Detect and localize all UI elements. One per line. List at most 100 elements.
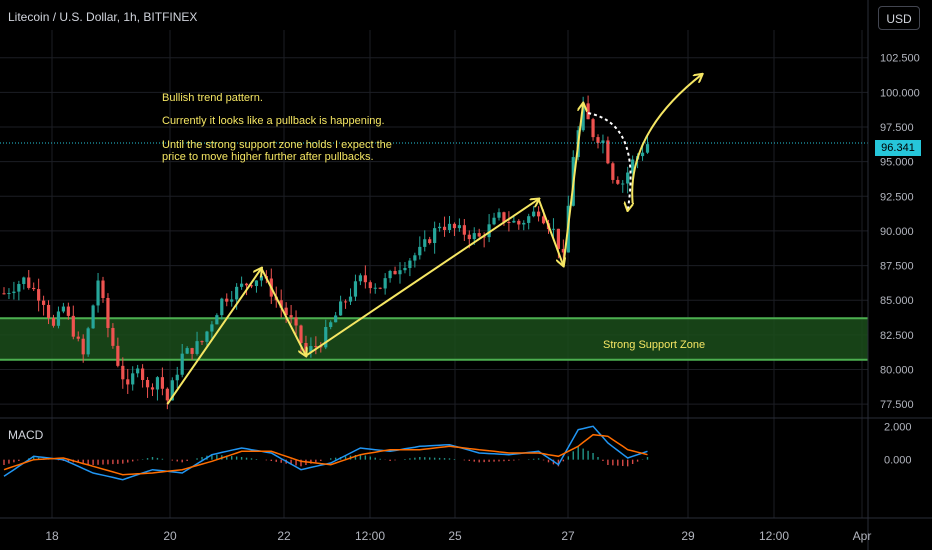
annotation-line-3: Until the strong support zone holds I ex… [162,139,392,163]
candle [27,277,31,288]
candle [616,179,620,184]
candle [482,236,486,238]
candle [393,270,397,275]
candle [487,224,491,238]
candle [314,346,318,348]
candle [160,377,164,389]
candle [462,225,466,235]
candle [621,183,625,185]
candle [304,342,308,353]
candle [418,246,422,256]
candle [284,307,288,316]
candle [452,223,457,229]
candle [561,248,565,253]
candle [596,137,600,143]
candle [195,341,199,354]
candle [116,345,120,366]
candle [61,306,65,312]
candle [532,211,536,217]
candle [423,239,427,247]
candle [42,300,46,305]
candle [442,226,447,230]
macd-axis-label: 0.000 [884,455,912,467]
candle [200,341,204,343]
support-zone-label: Strong Support Zone [603,339,706,351]
candle [141,368,145,380]
candle [294,317,298,326]
candle [527,216,531,223]
support-zone [0,318,868,360]
candle [111,327,115,346]
candle [581,103,585,131]
candle [76,336,80,339]
candle [66,306,70,316]
candle [51,317,56,326]
candle [556,228,560,249]
candle [541,216,546,224]
candle [81,338,85,355]
candle [383,278,387,289]
candle [606,140,610,164]
time-axis-label: 27 [561,529,575,543]
candle [12,291,16,294]
candle [210,324,214,332]
candle [537,211,541,217]
candle [378,287,382,289]
candle [413,255,417,261]
trend-arrow [260,267,306,355]
trend-arrow [166,268,261,405]
candle [121,365,125,380]
time-axis-label: 25 [448,529,462,543]
candle [205,331,209,342]
candle [126,379,130,385]
candle [472,233,476,240]
candle [240,283,244,287]
candle [403,267,407,271]
candle [502,212,506,222]
candle [254,280,259,287]
candle [645,144,650,153]
candle [334,315,338,323]
candle [368,282,372,289]
price-axis-label: 97.500 [880,122,914,134]
candle [220,298,224,316]
candle [180,353,184,375]
candle [106,298,110,328]
candle [56,311,61,326]
candle [324,327,328,348]
annotation-line-2: Currently it looks like a pullback is ha… [162,115,385,127]
currency-button[interactable]: USD [878,6,920,30]
candle [631,159,635,173]
candle [339,301,343,316]
candle [512,220,516,223]
candle [37,289,41,301]
candle [230,299,234,302]
candle [259,276,263,281]
candle [358,275,362,282]
candle [640,152,645,157]
candle [447,223,452,230]
candle [71,315,75,337]
price-axis-label: 80.000 [880,365,914,377]
trend-arrow [305,199,539,357]
candle [428,239,432,244]
candle [329,322,333,328]
candle [299,325,303,343]
annotation-line-1: Bullish trend pattern. [162,92,263,104]
candle [155,377,160,390]
candle [185,348,189,354]
candle [517,220,521,225]
candle [136,368,140,374]
candle [591,119,595,138]
candle [388,270,392,279]
candle [145,379,150,388]
candle [165,388,169,401]
time-axis-label: 12:00 [759,529,789,543]
candle [507,221,511,223]
candle [22,277,26,285]
candle [101,280,105,299]
candle [7,293,11,295]
candle [309,346,313,353]
